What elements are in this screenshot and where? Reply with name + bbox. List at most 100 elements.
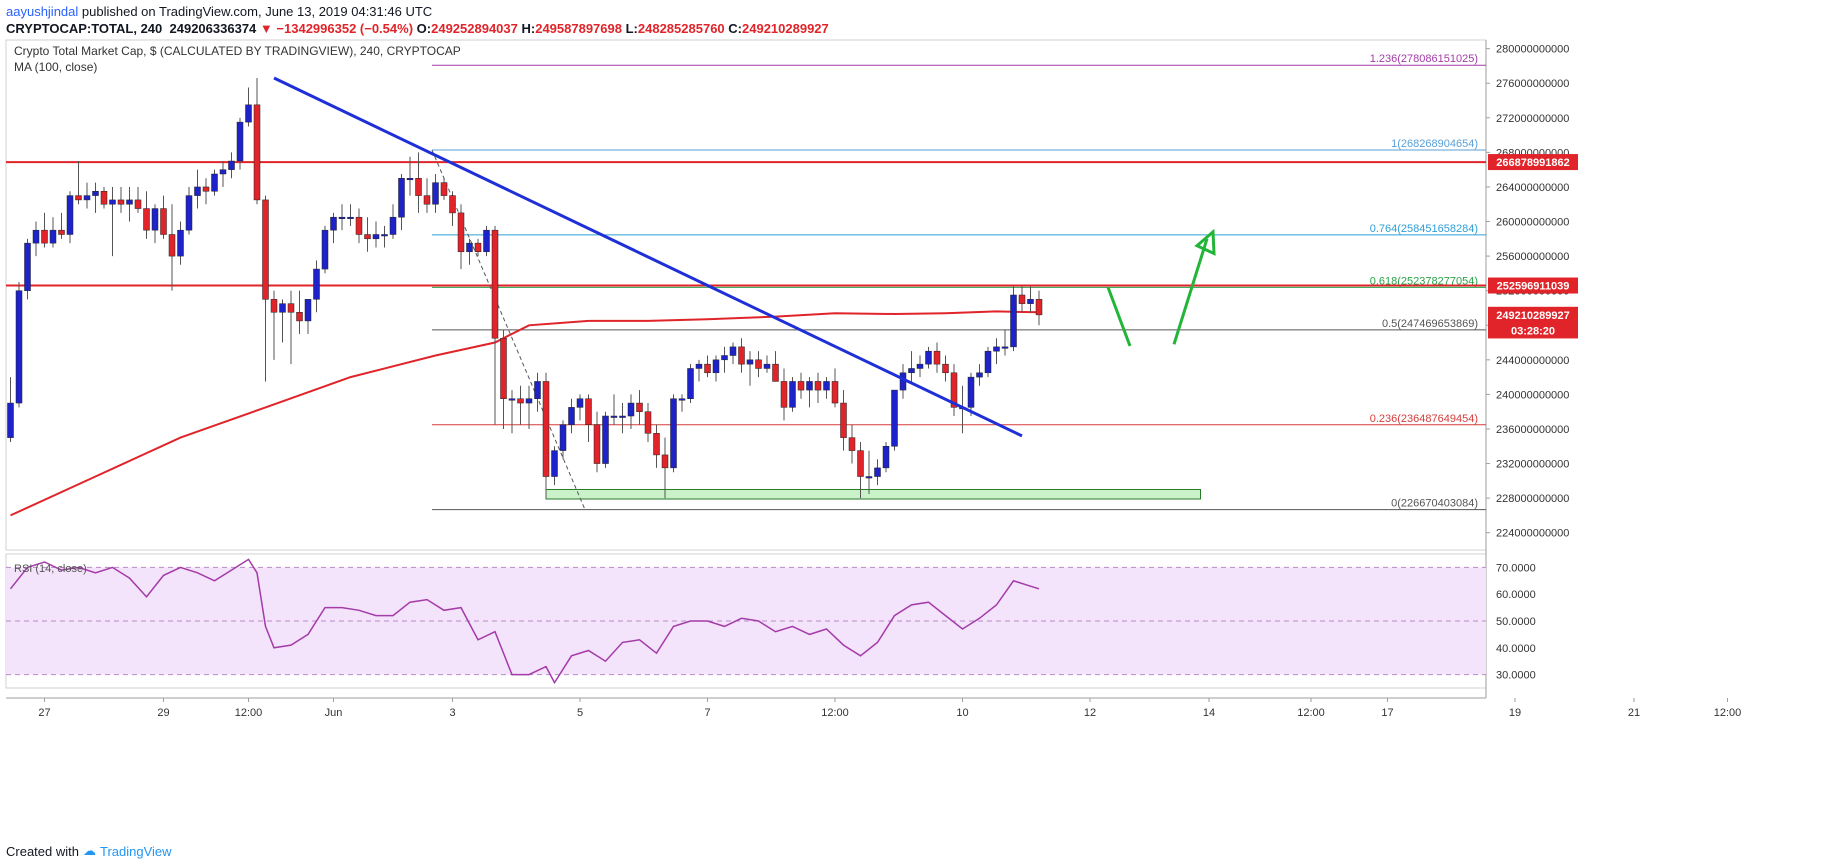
- candle-body: [746, 359, 754, 365]
- candle-body: [1035, 299, 1043, 316]
- down-projection-arrow: [1106, 286, 1132, 347]
- candle-body: [933, 350, 941, 365]
- fib-level-label: 0.764(258451658284): [1370, 223, 1478, 235]
- candle-body: [738, 346, 745, 365]
- candle-body: [976, 372, 983, 378]
- y-tick-label: 280000000000: [1496, 44, 1569, 56]
- candle-body: [483, 229, 490, 253]
- candle-body: [491, 229, 499, 339]
- candle-body: [925, 350, 932, 365]
- candle-body: [687, 368, 694, 399]
- candle-body: [517, 398, 524, 404]
- y-tick-label: 260000000000: [1496, 217, 1569, 229]
- high-value: 249587897698: [535, 21, 622, 36]
- candle-body: [415, 178, 422, 196]
- down-arrow-icon: ▼: [259, 21, 273, 36]
- y-tick-label: 224000000000: [1496, 528, 1569, 540]
- price-label-text: 252596911039: [1497, 281, 1570, 293]
- candle-body: [211, 173, 218, 192]
- open-value: 249252894037: [431, 21, 518, 36]
- y-tick-label: 276000000000: [1496, 78, 1569, 90]
- x-tick-label: 27: [38, 707, 50, 719]
- author-link[interactable]: aayushjindal: [6, 4, 79, 19]
- rsi-label: RSI (14, close): [14, 563, 87, 575]
- rsi-tick-label: 70.0000: [1496, 562, 1536, 574]
- publish-date: published on TradingView.com, June 13, 2…: [78, 4, 433, 19]
- candle-body: [338, 216, 346, 219]
- candle-body: [219, 169, 227, 175]
- price-chart[interactable]: 224000000000 228000000000 232000000000 2360…: [0, 38, 1828, 838]
- last-price: 249206336374: [169, 21, 257, 36]
- candle-body: [984, 350, 992, 374]
- price-label-box: [1488, 322, 1578, 339]
- x-tick-label: 14: [1203, 707, 1215, 719]
- candle-body: [296, 312, 303, 322]
- candle-body: [857, 450, 864, 477]
- tradingview-link[interactable]: TradingView: [99, 843, 172, 859]
- candle-body: [619, 415, 626, 418]
- candle-body: [916, 363, 924, 369]
- fib-level-label: 0.5(247469653869): [1382, 318, 1478, 330]
- candle-body: [92, 191, 99, 196]
- candle-body: [534, 381, 541, 399]
- candle-body: [721, 355, 728, 361]
- price-change: −1342996352 (−0.54%): [276, 21, 414, 36]
- candle-body: [270, 299, 278, 313]
- candle-body: [440, 182, 448, 196]
- candle-body: [160, 208, 167, 235]
- candle-body: [559, 424, 567, 451]
- x-tick-label: 12:00: [1297, 707, 1325, 719]
- candle-body: [151, 208, 159, 231]
- candle-body: [117, 199, 125, 205]
- x-tick-label: 19: [1509, 707, 1521, 719]
- x-tick-label: 10: [956, 707, 968, 719]
- candle-body: [372, 234, 380, 240]
- fib-level-label: 0(226670403084): [1391, 498, 1478, 510]
- ma-indicator-label: MA (100, close): [14, 60, 97, 74]
- candle-body: [100, 191, 108, 205]
- candle-body: [585, 398, 592, 425]
- x-tick-label: 3: [449, 707, 455, 719]
- candle-body: [602, 415, 609, 464]
- close-label: C:: [728, 21, 742, 36]
- rsi-tick-label: 50.0000: [1496, 616, 1536, 628]
- candle-body: [364, 234, 371, 240]
- candle-body: [109, 199, 116, 205]
- candle-body: [950, 372, 958, 408]
- candle-body: [882, 446, 890, 469]
- candle-body: [780, 381, 788, 408]
- candle-body: [593, 424, 601, 464]
- candle-body: [551, 450, 558, 477]
- fib-level-label: 1(268268904654): [1391, 138, 1478, 150]
- candle-body: [245, 104, 252, 123]
- candle-body: [449, 195, 456, 214]
- support-zone: [545, 488, 1201, 500]
- candle-body: [194, 186, 201, 196]
- chart-title: Crypto Total Market Cap, $ (CALCULATED B…: [14, 44, 461, 58]
- created-with: Created with: [6, 843, 79, 859]
- y-tick-label: 256000000000: [1496, 251, 1569, 263]
- candle-body: [41, 229, 48, 244]
- up-arrow-head-icon: [1194, 228, 1216, 256]
- candle-body: [993, 346, 1000, 352]
- candle-body: [848, 437, 856, 451]
- candle-body: [423, 195, 431, 205]
- candle-body: [347, 216, 354, 219]
- candle-body: [568, 407, 575, 425]
- candle-body: [908, 368, 915, 374]
- ohlc-line: CRYPTOCAP:TOTAL, 240 249206336374 ▼ −134…: [6, 21, 829, 36]
- candle-body: [228, 160, 235, 170]
- high-label: H:: [521, 21, 536, 36]
- fib-level-label: 0.618(252378277054): [1370, 275, 1478, 287]
- candle-body: [967, 376, 975, 408]
- candle-body: [126, 199, 133, 205]
- tradingview-logo-icon: ☁: [82, 843, 96, 858]
- x-tick-label: 12: [1084, 707, 1096, 719]
- candle-body: [253, 104, 261, 201]
- open-label: O:: [416, 21, 432, 36]
- candle-body: [406, 178, 414, 181]
- x-tick-label: 29: [157, 707, 169, 719]
- candle-body: [670, 398, 677, 469]
- candle-body: [627, 402, 635, 417]
- y-tick-label: 232000000000: [1496, 459, 1569, 471]
